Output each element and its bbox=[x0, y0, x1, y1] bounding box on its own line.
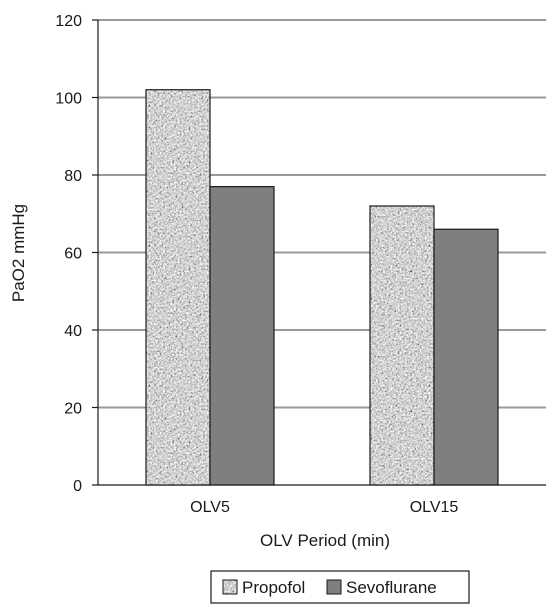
tick-labels: 0 20 40 60 80 100 120 OLV5 OLV15 bbox=[55, 13, 458, 516]
y-tick-label: 40 bbox=[64, 323, 82, 340]
y-tick-label: 0 bbox=[73, 478, 82, 495]
bar-propofol-olv15 bbox=[369, 205, 435, 486]
y-tick-label: 60 bbox=[64, 246, 82, 263]
legend: Propofol Sevoflurane bbox=[210, 570, 470, 604]
x-tick-label: OLV5 bbox=[190, 499, 230, 516]
bars bbox=[145, 89, 499, 486]
x-axis-label: OLV Period (min) bbox=[260, 531, 390, 550]
bar-sevoflurane-olv15 bbox=[433, 228, 499, 486]
y-tick-label: 20 bbox=[64, 401, 82, 418]
y-tick-label: 100 bbox=[55, 91, 82, 108]
y-tick-label: 120 bbox=[55, 13, 82, 30]
legend-swatch-propofol bbox=[222, 579, 238, 595]
bar-sevoflurane-olv5 bbox=[209, 186, 275, 486]
y-tick-label: 80 bbox=[64, 168, 82, 185]
legend-label-sevoflurane: Sevoflurane bbox=[346, 578, 437, 597]
y-axis-label: PaO2 mmHg bbox=[9, 204, 28, 302]
legend-swatch-sevoflurane bbox=[326, 579, 342, 595]
bar-propofol-olv5 bbox=[145, 89, 211, 486]
legend-label-propofol: Propofol bbox=[242, 578, 305, 597]
x-tick-label: OLV15 bbox=[410, 499, 459, 516]
